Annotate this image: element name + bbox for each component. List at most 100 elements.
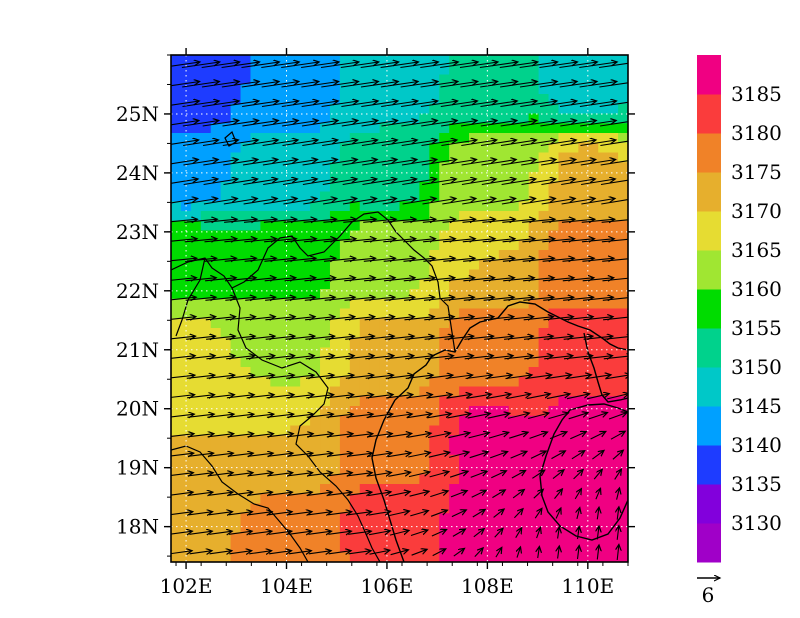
field-cell	[339, 435, 351, 446]
field-cell	[478, 211, 490, 222]
wind-arrow	[307, 453, 333, 456]
field-cell	[548, 142, 560, 154]
field-cell	[578, 493, 589, 505]
field-cell	[419, 74, 430, 85]
field-cell	[548, 425, 560, 436]
field-cell	[419, 386, 430, 397]
field-cell	[290, 542, 301, 553]
wind-arrow	[452, 529, 466, 537]
field-cell	[359, 415, 371, 427]
field-cell	[488, 415, 500, 427]
field-cell	[578, 513, 589, 524]
field-cell	[618, 337, 628, 349]
field-cell	[349, 523, 361, 534]
field-cell	[459, 94, 470, 105]
field-cell	[171, 513, 182, 524]
field-cell	[290, 435, 301, 446]
field-cell	[618, 415, 628, 427]
field-cell	[359, 308, 371, 319]
field-cell	[528, 493, 540, 505]
field-cell	[260, 162, 271, 173]
field-cell	[508, 64, 520, 76]
field-cell	[379, 201, 391, 212]
field-cell	[329, 367, 341, 378]
field-cell	[379, 211, 391, 222]
field-cell	[310, 113, 321, 124]
field-cell	[290, 259, 301, 271]
wind-arrow	[281, 82, 319, 88]
wind-arrow	[262, 160, 298, 166]
field-cell	[429, 55, 440, 66]
wind-arrow	[491, 471, 506, 479]
field-cell	[349, 552, 361, 562]
field-cell	[290, 279, 301, 290]
field-cell	[280, 308, 291, 319]
wind-arrow	[540, 101, 577, 108]
field-cell	[399, 230, 411, 241]
field-cell	[439, 103, 450, 115]
field-cell	[389, 269, 401, 280]
field-cell	[459, 240, 470, 251]
wind-arrow	[523, 317, 554, 320]
field-cell	[290, 445, 301, 456]
field-cell	[220, 259, 232, 271]
field-cell	[250, 523, 262, 534]
field-cell	[459, 396, 470, 407]
field-cell	[459, 484, 470, 495]
field-cell	[478, 84, 490, 95]
field-cell	[240, 133, 252, 144]
field-cell	[399, 64, 411, 76]
field-cell	[538, 172, 550, 183]
field-cell	[618, 289, 628, 300]
field-cell	[608, 367, 619, 378]
field-cell	[578, 220, 589, 232]
field-cell	[439, 474, 450, 485]
field-cell	[310, 269, 321, 280]
wind-arrow	[262, 121, 298, 127]
wind-arrow	[443, 278, 475, 281]
field-cell	[190, 415, 202, 427]
field-cell	[270, 259, 281, 271]
field-cell	[210, 415, 222, 427]
field-cell	[180, 347, 192, 358]
field-cell	[240, 142, 252, 154]
field-cell	[568, 503, 579, 514]
wind-arrow	[327, 453, 353, 456]
field-cell	[220, 191, 232, 202]
wind-arrow	[483, 278, 514, 281]
wind-arrow	[288, 551, 312, 554]
field-cell	[598, 484, 609, 495]
field-cell	[359, 84, 371, 95]
field-cell	[389, 74, 401, 85]
field-cell	[409, 211, 420, 222]
field-cell	[329, 513, 341, 524]
field-cell	[528, 191, 540, 202]
field-cell	[598, 376, 609, 388]
field-cell	[230, 152, 242, 163]
field-cell	[359, 103, 371, 115]
field-cell	[528, 337, 540, 349]
field-cell	[260, 542, 271, 553]
field-cell	[429, 396, 440, 407]
field-cell	[310, 357, 321, 368]
field-cell	[300, 532, 311, 544]
field-cell	[250, 367, 262, 378]
field-cell	[250, 142, 262, 154]
field-cell	[449, 133, 460, 144]
field-cell	[180, 503, 192, 514]
field-cell	[389, 464, 401, 475]
field-cell	[339, 328, 351, 339]
wind-arrow	[582, 258, 614, 261]
field-cell	[240, 55, 252, 66]
field-cell	[498, 269, 510, 280]
field-cell	[240, 347, 252, 358]
field-cell	[171, 308, 182, 319]
wind-arrow	[482, 199, 515, 205]
field-cell	[399, 396, 411, 407]
field-cell	[349, 181, 361, 193]
field-cell	[300, 220, 311, 232]
wind-arrow	[321, 82, 358, 88]
wind-arrow	[171, 395, 194, 398]
field-cell	[478, 347, 490, 358]
field-cell	[180, 152, 192, 163]
